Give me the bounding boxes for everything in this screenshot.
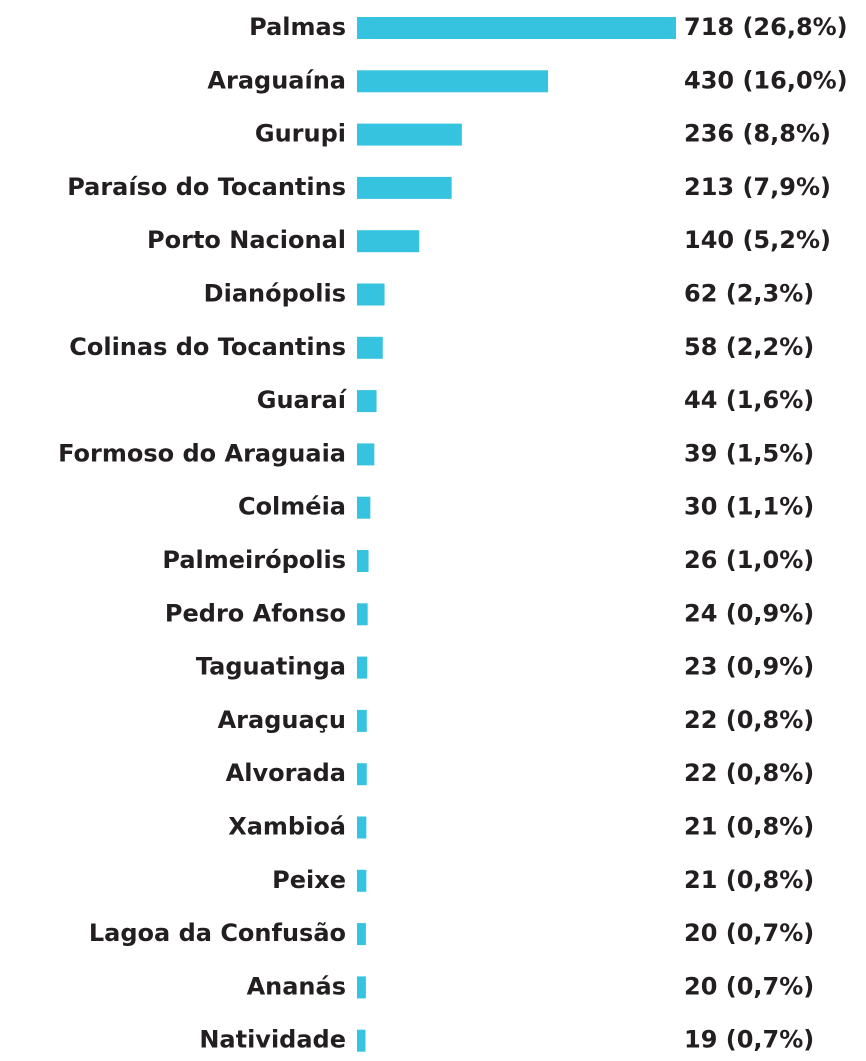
category-label: Formoso do Araguaia: [58, 439, 346, 467]
bar: [357, 230, 420, 253]
category-label: Taguatinga: [196, 653, 346, 681]
category-label: Natividade: [199, 1026, 346, 1054]
bar: [357, 390, 377, 413]
bar: [357, 869, 367, 892]
value-label: 22 (0,8%): [684, 759, 814, 787]
value-label: 62 (2,3%): [684, 280, 814, 308]
bar: [357, 816, 367, 839]
value-label: 430 (16,0%): [684, 66, 848, 94]
category-label: Dianópolis: [204, 280, 346, 308]
category-label: Araguaçu: [218, 706, 346, 734]
category-label: Guaraí: [257, 386, 348, 414]
value-label: 22 (0,8%): [684, 706, 814, 734]
category-label: Paraíso do Tocantins: [67, 173, 346, 201]
category-label: Colméia: [238, 493, 346, 521]
category-label: Porto Nacional: [147, 226, 346, 254]
bar: [357, 443, 375, 466]
bar: [357, 709, 367, 732]
bar: [357, 1029, 366, 1052]
value-label: 23 (0,9%): [684, 653, 814, 681]
value-label: 718 (26,8%): [684, 13, 848, 41]
category-label: Colinas do Tocantins: [69, 333, 346, 361]
category-label: Ananás: [247, 972, 346, 1000]
bar: [357, 496, 371, 519]
bar: [357, 123, 462, 146]
bar: [357, 656, 368, 679]
value-label: 44 (1,6%): [684, 386, 814, 414]
category-label: Araguaína: [207, 66, 346, 94]
bar: [357, 283, 385, 306]
bar: [357, 976, 366, 999]
category-label: Lagoa da Confusão: [89, 919, 346, 947]
value-label: 58 (2,2%): [684, 333, 814, 361]
value-label: 21 (0,8%): [684, 813, 814, 841]
category-label: Palmas: [249, 13, 346, 41]
bar: [357, 923, 366, 946]
category-label: Palmeirópolis: [162, 546, 346, 574]
bar: [357, 17, 676, 39]
bar: [357, 603, 368, 626]
value-label: 39 (1,5%): [684, 439, 814, 467]
value-label: 20 (0,7%): [684, 972, 814, 1000]
category-label: Alvorada: [226, 759, 346, 787]
category-label: Pedro Afonso: [165, 599, 346, 627]
bar: [357, 336, 383, 359]
value-label: 140 (5,2%): [684, 226, 831, 254]
value-label: 30 (1,1%): [684, 493, 814, 521]
value-label: 21 (0,8%): [684, 866, 814, 894]
value-label: 24 (0,9%): [684, 599, 814, 627]
value-label: 19 (0,7%): [684, 1026, 814, 1054]
value-label: 213 (7,9%): [684, 173, 831, 201]
bar: [357, 176, 452, 199]
category-label: Gurupi: [255, 120, 346, 148]
bar: [357, 763, 367, 786]
bar: [357, 70, 549, 93]
value-label: 236 (8,8%): [684, 120, 831, 148]
category-label: Peixe: [272, 866, 346, 894]
value-label: 26 (1,0%): [684, 546, 814, 574]
category-label: Xambioá: [228, 813, 346, 841]
bar: [357, 550, 369, 572]
value-label: 20 (0,7%): [684, 919, 814, 947]
